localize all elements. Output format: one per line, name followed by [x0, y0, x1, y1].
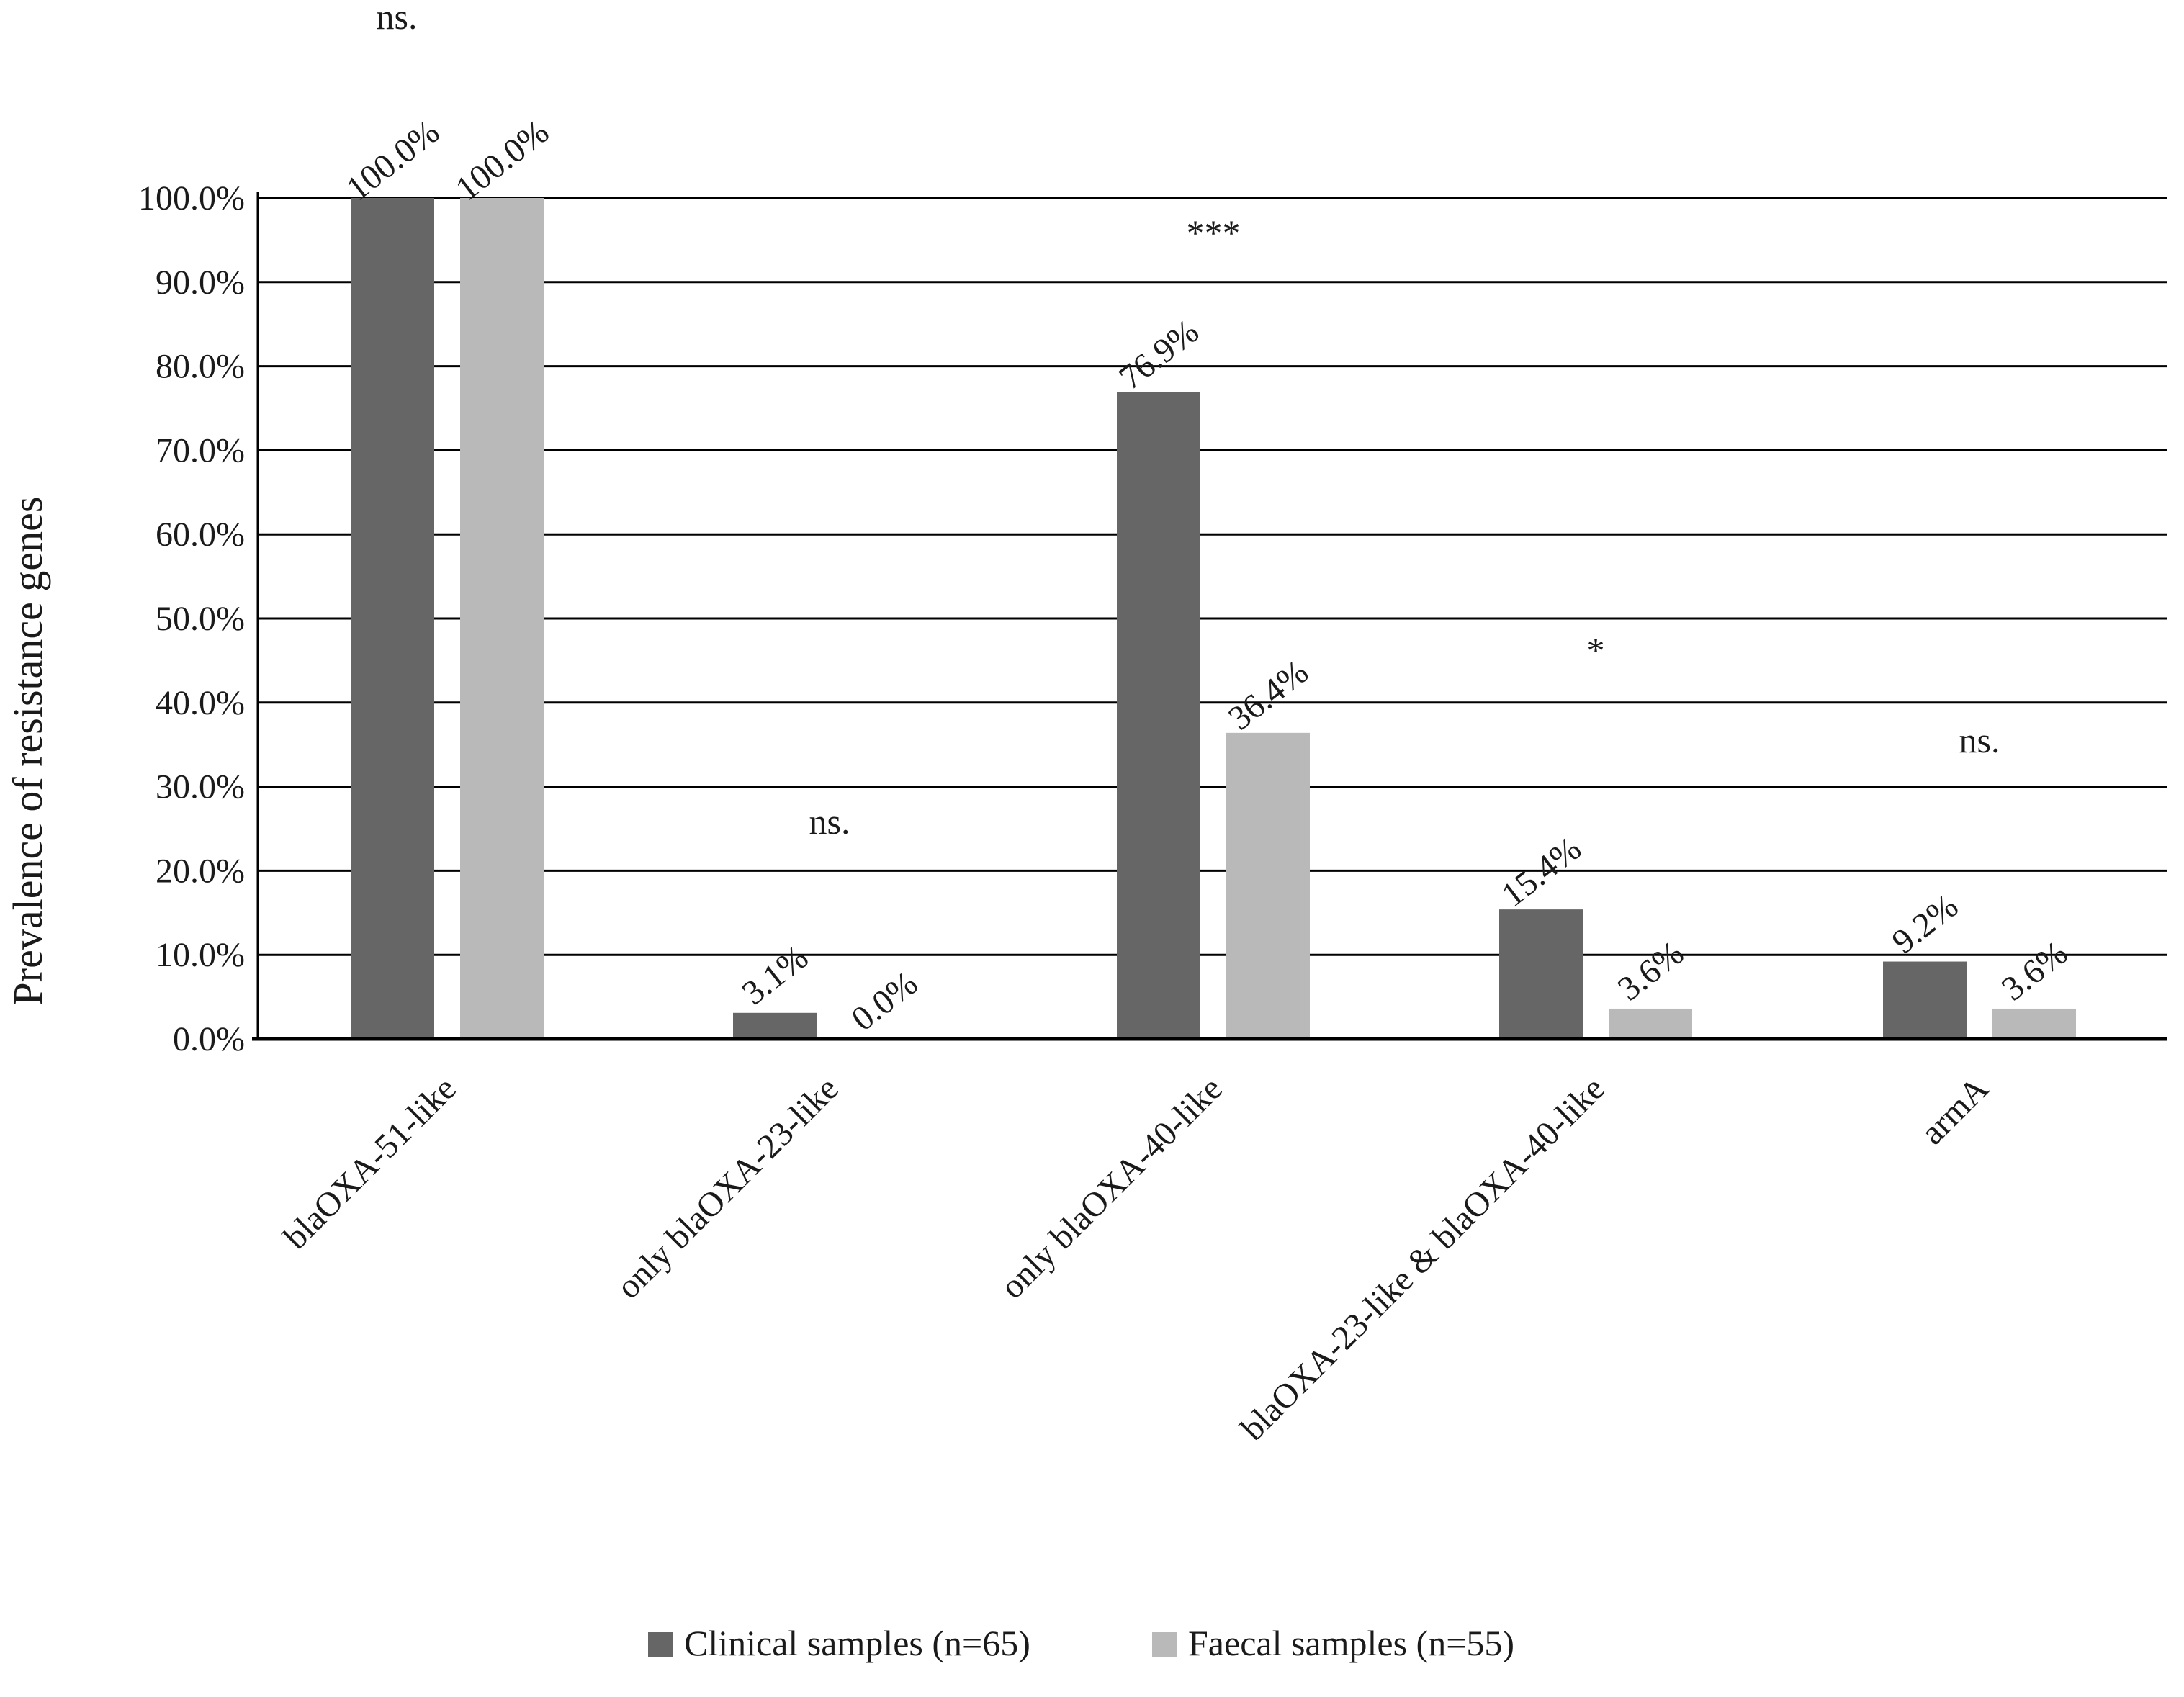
y-axis-title: Prevalence of resistance genes — [4, 497, 51, 1006]
y-tick-label: 10.0% — [156, 936, 245, 974]
legend-label: Faecal samples (n=55) — [1188, 1623, 1514, 1663]
legend-swatch — [648, 1632, 673, 1657]
data-label: 36.4% — [1221, 653, 1315, 738]
y-tick-label: 30.0% — [156, 768, 245, 806]
significance-marker: ns. — [1959, 720, 2000, 760]
data-label: 100.0% — [449, 112, 556, 208]
bar-faecal — [1609, 1008, 1692, 1039]
x-category-label: armA — [1913, 1069, 1996, 1152]
y-tick-label: 0.0% — [173, 1020, 245, 1058]
y-tick-label: 70.0% — [156, 431, 245, 469]
significance-labels: ns.ns.****ns. — [377, 0, 2000, 842]
bars — [351, 198, 2076, 1039]
data-label: 76.9% — [1112, 312, 1205, 397]
data-label: 0.0% — [845, 964, 925, 1038]
y-tick-label: 40.0% — [156, 684, 245, 722]
category-labels: blaOXA-51-like only blaOXA-23-like only bl… — [277, 1069, 1996, 1448]
bar-clinical — [1499, 909, 1583, 1039]
x-category-label: blaOXA-51-like — [277, 1069, 464, 1256]
x-category-label: blaOXA-23-like & blaOXA-40-like — [1233, 1069, 1612, 1448]
y-tick-label: 60.0% — [156, 516, 245, 554]
legend-label: Clinical samples (n=65) — [684, 1623, 1030, 1663]
bar-faecal — [1226, 732, 1310, 1039]
data-label: 15.4% — [1494, 829, 1588, 914]
bar-clinical — [1117, 392, 1200, 1039]
data-label: 100.0% — [339, 112, 446, 208]
data-label: 9.2% — [1885, 887, 1965, 961]
bar-faecal — [1992, 1008, 2076, 1039]
y-tick-label: 90.0% — [156, 264, 245, 302]
y-tick-label: 50.0% — [156, 600, 245, 638]
x-category-label: only blaOXA-23-like — [609, 1069, 846, 1306]
legend: Clinical samples (n=65) Faecal samples (n… — [648, 1623, 1514, 1663]
data-label: 3.6% — [1995, 934, 2075, 1008]
y-tick-label: 20.0% — [156, 852, 245, 890]
x-category-label: only blaOXA-40-like — [993, 1069, 1230, 1306]
bar-clinical — [351, 198, 434, 1039]
gridlines: 0.0% 10.0% 20.0% 30.0% 40.0% 50.0% 60.0% 70.0% 8… — [138, 179, 2167, 1058]
significance-marker: *** — [1187, 212, 1241, 253]
y-tick-label: 100.0% — [138, 179, 245, 217]
significance-marker: ns. — [809, 801, 850, 842]
legend-swatch — [1152, 1632, 1177, 1657]
axes — [252, 192, 2167, 1041]
bar-faecal — [460, 198, 544, 1039]
data-label: 3.6% — [1611, 934, 1691, 1008]
data-label: 3.1% — [735, 938, 815, 1012]
significance-marker: * — [1587, 630, 1605, 670]
significance-marker: ns. — [377, 0, 418, 37]
bar-clinical — [733, 1012, 817, 1039]
bar-clinical — [1883, 961, 1967, 1039]
y-tick-label: 80.0% — [156, 348, 245, 386]
